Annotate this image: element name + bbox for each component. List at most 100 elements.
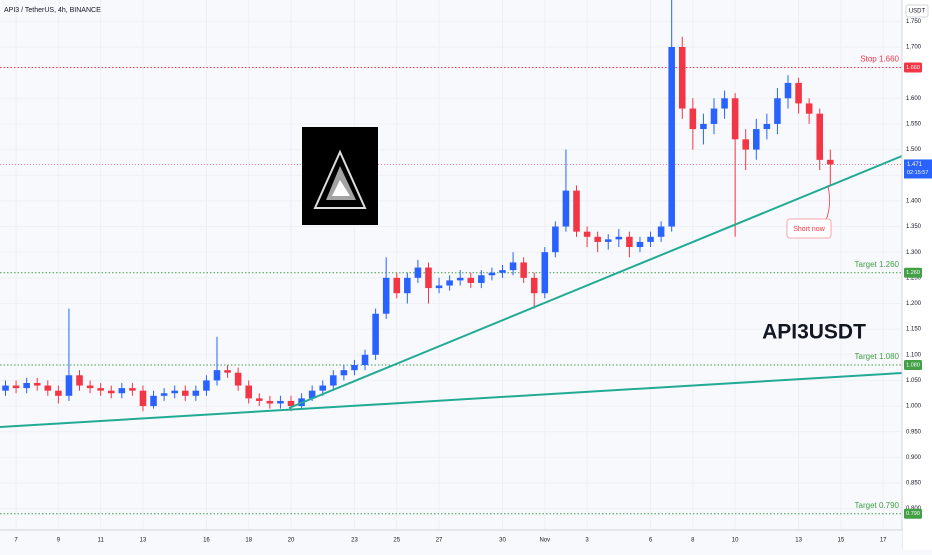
candle-body	[731, 98, 739, 140]
candle-body	[795, 82, 802, 104]
grid	[0, 0, 902, 530]
candle-body	[277, 400, 284, 404]
x-tick-label: 25	[393, 538, 400, 544]
level-label: Target 1.260	[855, 260, 900, 269]
callout-arrow	[825, 185, 830, 221]
candle-body	[340, 370, 348, 376]
candle-body	[12, 385, 20, 389]
candle-body	[97, 388, 104, 391]
candle-body	[393, 277, 401, 294]
y-tick-label: 1.350	[906, 224, 922, 230]
chart-header: API3 / TetherUS, 4h, BINANCE	[4, 7, 101, 14]
candle-body	[668, 46, 675, 227]
y-tick-label: 1.000	[906, 404, 922, 410]
candle-body	[478, 275, 485, 283]
x-tick-label: 6	[649, 538, 653, 544]
x-tick-label: 17	[880, 538, 887, 544]
candle-body	[287, 400, 295, 407]
candle-body	[308, 390, 316, 399]
axis-labels: 0.8000.8500.9000.9501.0001.0501.1001.150…	[14, 19, 932, 544]
candle-body	[107, 390, 115, 394]
candle-body	[721, 98, 728, 109]
x-tick-label: 13	[140, 538, 147, 544]
y-tick-label: 0.950	[906, 429, 922, 435]
level-tag: 1.260	[906, 270, 920, 276]
candle-body	[129, 388, 136, 391]
candle-body	[467, 277, 475, 283]
y-tick-label: 1.600	[906, 96, 922, 102]
symbol-label: API3USDT	[762, 321, 866, 344]
candle-body	[541, 252, 549, 294]
candle-body	[203, 380, 210, 391]
trend-line	[0, 372, 903, 428]
candle-body	[774, 98, 781, 124]
x-tick-label: 3	[585, 538, 589, 544]
y-tick-label: 1.050	[906, 378, 922, 384]
level-tag-box	[904, 267, 922, 278]
level-label: Target 1.080	[855, 352, 900, 361]
candle-body	[552, 226, 559, 253]
candle-body	[361, 354, 369, 366]
y-tick-label: 0.900	[906, 455, 922, 461]
candle-body	[700, 123, 707, 130]
candle-body	[245, 385, 252, 399]
candle-body	[488, 272, 496, 276]
x-tick-label: 23	[351, 538, 358, 544]
candle-body	[150, 395, 157, 407]
currency: USDT	[909, 9, 926, 15]
level-label: Stop 1.660	[860, 55, 899, 64]
candle-body	[266, 400, 274, 404]
level-label: Target 0.790	[855, 501, 900, 510]
candle-body	[604, 239, 612, 242]
candle-body	[234, 372, 242, 386]
candle-body	[678, 46, 686, 109]
last-price-label: 1.471	[907, 162, 923, 168]
countdown: 02:15:57	[907, 170, 928, 176]
level-tag: 1.080	[906, 362, 920, 368]
candle-body	[615, 236, 623, 240]
candle-body	[351, 365, 358, 371]
trend-line	[288, 155, 903, 409]
candle-body	[636, 241, 644, 248]
candle-body	[689, 108, 697, 130]
y-tick-label: 1.750	[906, 19, 922, 25]
candle-body	[372, 313, 379, 355]
logo	[302, 127, 378, 225]
candle-body	[805, 103, 813, 114]
x-tick-label: 18	[245, 538, 252, 544]
candle-body	[446, 280, 453, 286]
y-tick-label: 1.700	[906, 45, 922, 51]
x-tick-label: 27	[436, 538, 443, 544]
candle-body	[626, 236, 633, 248]
candle-body	[213, 370, 221, 381]
candle-body	[171, 390, 178, 394]
y-tick-label: 1.550	[906, 122, 922, 128]
x-tick-label: 16	[203, 538, 210, 544]
candle-body	[414, 267, 422, 278]
candle-body	[742, 139, 749, 150]
candle-body	[816, 113, 824, 160]
x-tick-label: 7	[14, 538, 18, 544]
callout-box	[786, 218, 832, 239]
candle-body	[520, 262, 527, 278]
candle-body	[118, 388, 126, 394]
candle-body	[160, 393, 168, 396]
y-tick-label: 0.850	[906, 481, 922, 487]
level-tag-box	[904, 508, 922, 519]
currency-box	[905, 4, 929, 18]
x-tick-label: Nov	[539, 538, 550, 544]
candle-body	[139, 390, 147, 407]
level-tag-box	[904, 62, 922, 73]
candle-body	[499, 270, 506, 273]
x-tick-label: 13	[795, 538, 802, 544]
candle-body	[509, 262, 517, 271]
candle-body	[425, 267, 432, 289]
y-tick-label: 1.150	[906, 327, 922, 333]
candle-body	[404, 277, 411, 294]
level-tag: 0.790	[906, 511, 920, 517]
candle-body	[224, 370, 231, 373]
candle-body	[2, 385, 9, 391]
x-tick-label: 9	[57, 538, 61, 544]
